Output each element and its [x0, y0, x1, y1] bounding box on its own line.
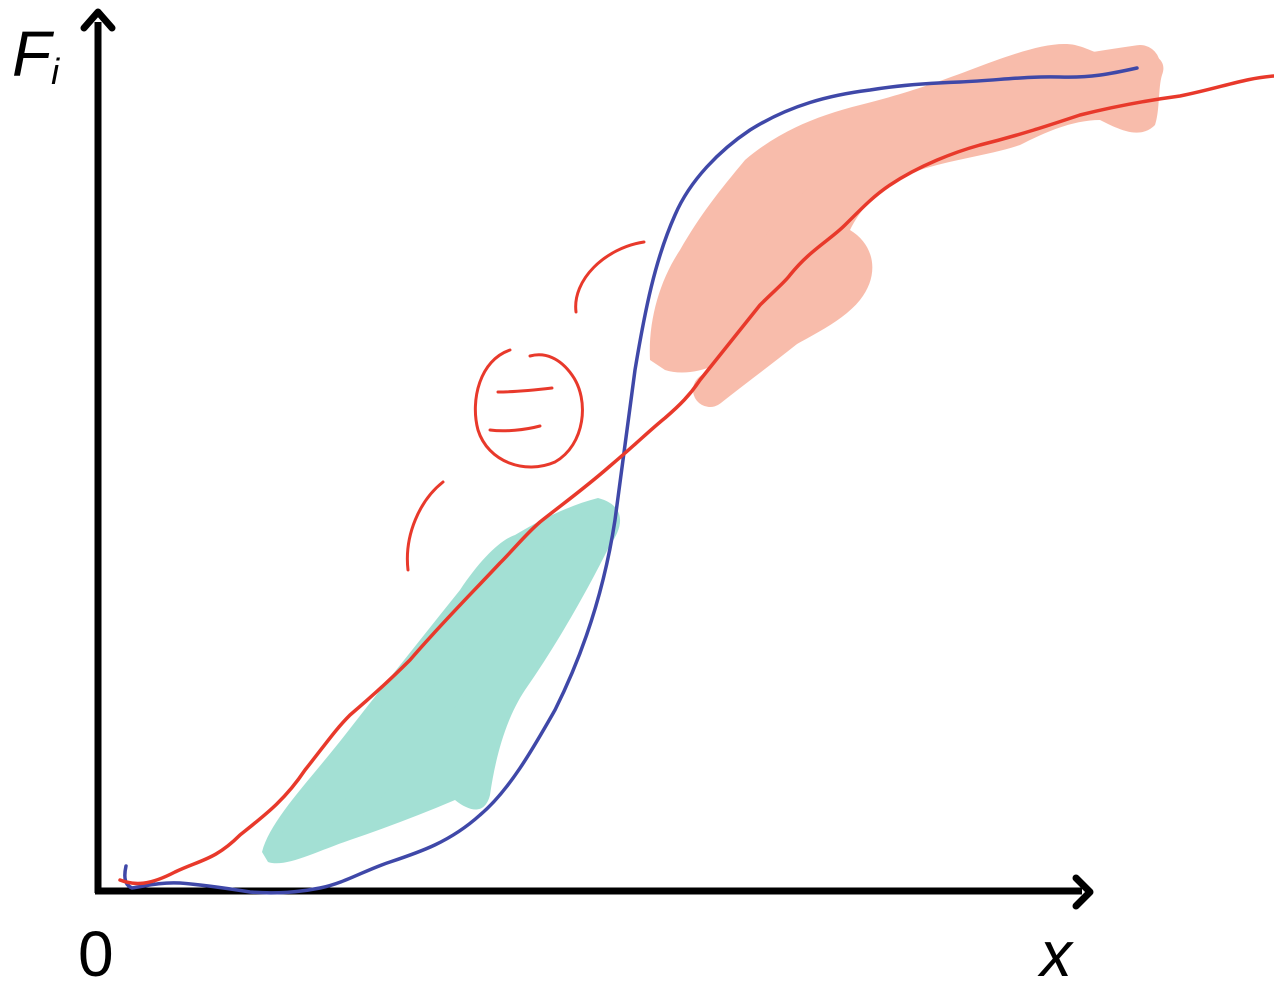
annotation-equals-bottom: [488, 424, 542, 433]
annotation-arc-upper: [574, 240, 646, 314]
x-axis-label: x: [1037, 918, 1074, 981]
salmon-region-stroke-b: [660, 45, 1160, 350]
y-axis-arrowhead: [80, 8, 116, 32]
salmon-highlight-region: [649, 44, 1164, 407]
annotation-equals-top: [496, 386, 554, 394]
origin-label: 0: [78, 918, 114, 981]
red-curve: [118, 74, 1274, 886]
teal-region-stroke-b: [345, 515, 600, 815]
y-axis-label-main: F: [12, 18, 55, 90]
teal-highlight-region: [262, 498, 621, 864]
annotation-circle: [473, 348, 584, 469]
y-axis-label-subscript: i: [51, 51, 60, 92]
annotation-arc-lower: [405, 480, 445, 572]
blue-curve: [123, 66, 1139, 895]
salmon-region-fill: [649, 44, 1164, 406]
red-annotations: [405, 240, 646, 572]
salmon-region-stroke-a: [693, 253, 867, 407]
y-axis-label: Fi: [12, 18, 60, 92]
x-axis-arrowhead: [1072, 874, 1094, 910]
